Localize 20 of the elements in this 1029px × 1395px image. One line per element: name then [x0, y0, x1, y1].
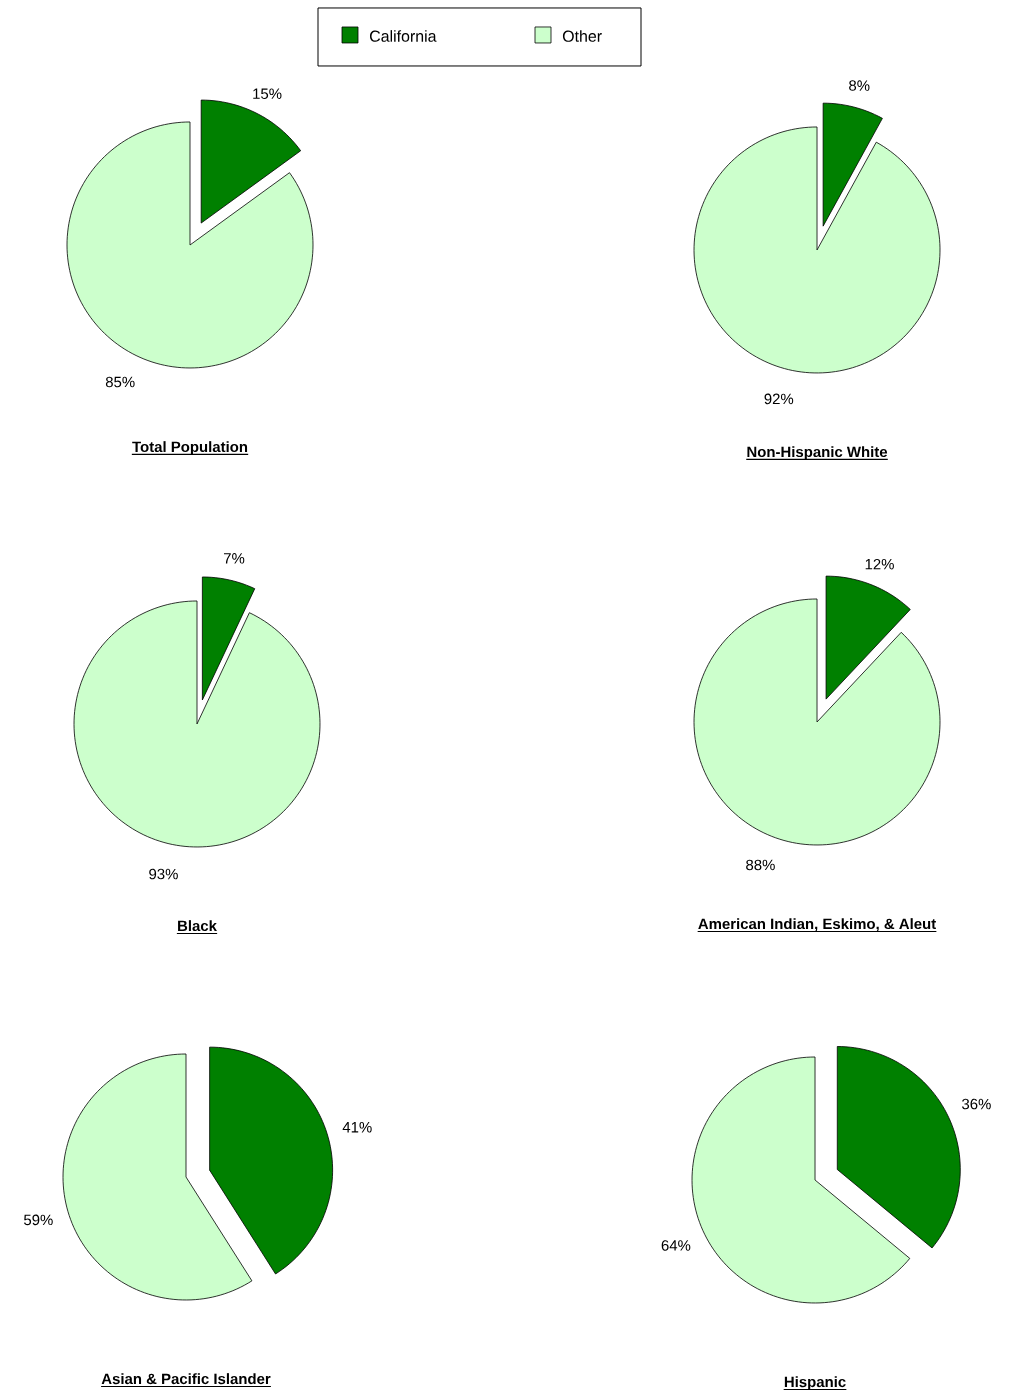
data-label: 93%: [149, 868, 178, 880]
data-label: 85%: [105, 376, 135, 388]
legend-label: California: [370, 30, 437, 42]
data-label: 59%: [23, 1214, 53, 1226]
data-label: 41%: [342, 1122, 372, 1133]
data-label: 64%: [661, 1240, 691, 1251]
data-label: 12%: [865, 558, 894, 570]
data-label: 8%: [849, 80, 870, 91]
data-label: 15%: [253, 88, 282, 99]
text: Total Population: [132, 441, 248, 456]
data-label: 36%: [962, 1098, 991, 1110]
text: Non-Hispanic White: [747, 446, 888, 461]
data-label: 92%: [764, 393, 794, 405]
data-label: 88%: [746, 859, 775, 871]
text: Hispanic: [784, 1376, 846, 1391]
legend-label: Other: [562, 30, 602, 42]
data-label: 7%: [223, 553, 245, 564]
text: Black: [178, 920, 217, 932]
text: American Indian, Eskimo, & Aleut: [698, 918, 936, 932]
text: Asian & Pacific Islander: [101, 1373, 271, 1385]
